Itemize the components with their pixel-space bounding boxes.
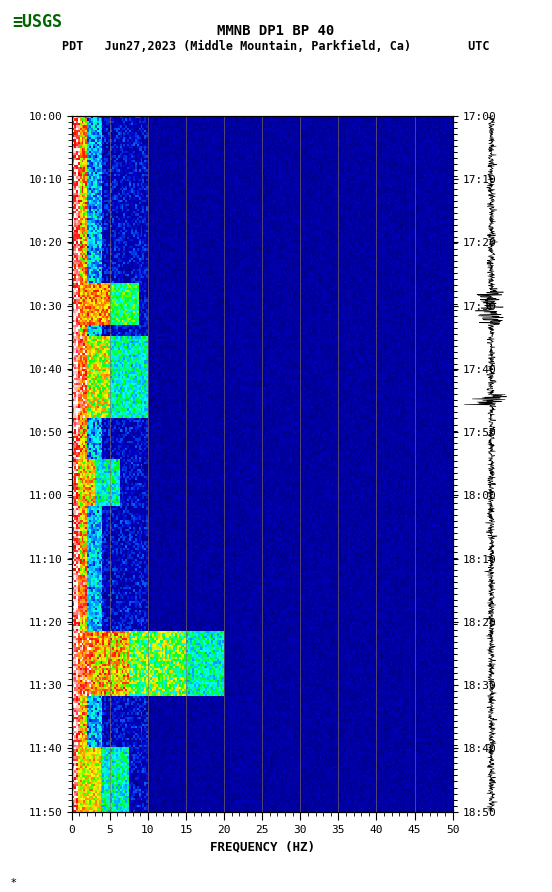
X-axis label: FREQUENCY (HZ): FREQUENCY (HZ) xyxy=(210,840,315,854)
Text: ≡USGS: ≡USGS xyxy=(12,13,62,31)
Text: PDT   Jun27,2023 (Middle Mountain, Parkfield, Ca)        UTC: PDT Jun27,2023 (Middle Mountain, Parkfie… xyxy=(62,40,490,53)
Text: MMNB DP1 BP 40: MMNB DP1 BP 40 xyxy=(217,24,335,38)
Text: *: * xyxy=(11,878,17,888)
